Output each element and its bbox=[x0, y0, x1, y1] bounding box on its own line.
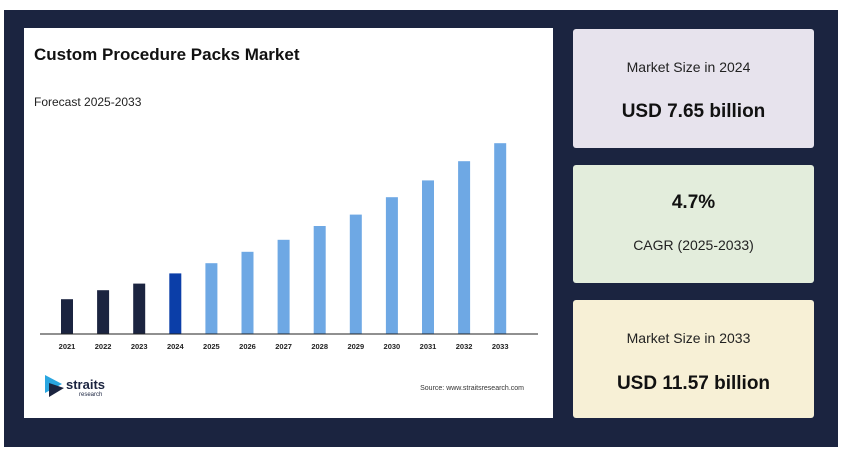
bar-2032 bbox=[458, 161, 471, 334]
x-tick-label-2024: 2024 bbox=[167, 342, 185, 351]
chart-title: Custom Procedure Packs Market bbox=[34, 45, 300, 64]
logo-wordmark: straits bbox=[66, 377, 106, 392]
bar-2024 bbox=[169, 273, 182, 334]
x-tick-label-2030: 2030 bbox=[384, 342, 401, 351]
logo-subtext: research bbox=[79, 392, 103, 398]
x-tick-label-2028: 2028 bbox=[311, 342, 328, 351]
market-size-2033-label: Market Size in 2033 bbox=[626, 330, 751, 346]
x-tick-label-2021: 2021 bbox=[59, 342, 76, 351]
market-size-2024-card: Market Size in 2024 USD 7.65 billion bbox=[573, 29, 814, 148]
bar-2027 bbox=[277, 239, 290, 334]
bar-2033 bbox=[494, 143, 507, 334]
x-tick-label-2029: 2029 bbox=[347, 342, 364, 351]
x-tick-label-2022: 2022 bbox=[95, 342, 112, 351]
market-size-2024-value: USD 7.65 billion bbox=[621, 101, 766, 122]
bar-2023 bbox=[133, 283, 146, 334]
straits-logo-mark-icon bbox=[45, 375, 64, 397]
x-tick-label-2033: 2033 bbox=[492, 342, 509, 351]
x-tick-label-2023: 2023 bbox=[131, 342, 148, 351]
market-size-2033-card: Market Size in 2033 USD 11.57 billion bbox=[573, 300, 814, 418]
bar-2028 bbox=[313, 226, 326, 334]
bar-2022 bbox=[97, 290, 110, 334]
source-note: Source: www.straitsresearch.com bbox=[420, 385, 524, 392]
bar-2021 bbox=[61, 299, 73, 334]
x-tick-label-2032: 2032 bbox=[456, 342, 473, 351]
market-size-2033-value: USD 11.57 billion bbox=[616, 373, 771, 394]
market-size-2024-label: Market Size in 2024 bbox=[626, 59, 751, 75]
cagr-card: 4.7% CAGR (2025-2033) bbox=[573, 165, 814, 283]
x-tick-label-2025: 2025 bbox=[203, 342, 220, 351]
bar-2029 bbox=[349, 214, 362, 334]
x-tick-label-2026: 2026 bbox=[239, 342, 256, 351]
straits-logo: straits research bbox=[44, 374, 134, 404]
bar-2031 bbox=[422, 180, 434, 334]
bar-2025 bbox=[205, 263, 218, 334]
cagr-label: CAGR (2025-2033) bbox=[633, 237, 754, 253]
cagr-value: 4.7% bbox=[671, 192, 716, 213]
bar-2030 bbox=[385, 197, 398, 334]
bar-2026 bbox=[241, 251, 254, 334]
bar-chart: 2021 2022 2023 2024 2025 2026 2027 2028 2029 2030… bbox=[40, 143, 538, 351]
x-tick-label-2031: 2031 bbox=[420, 342, 437, 351]
chart-subtitle: Forecast 2025-2033 bbox=[34, 95, 142, 109]
chart-card: Custom Procedure Packs Market Forecast 2… bbox=[24, 28, 553, 418]
x-tick-label-2027: 2027 bbox=[275, 342, 292, 351]
